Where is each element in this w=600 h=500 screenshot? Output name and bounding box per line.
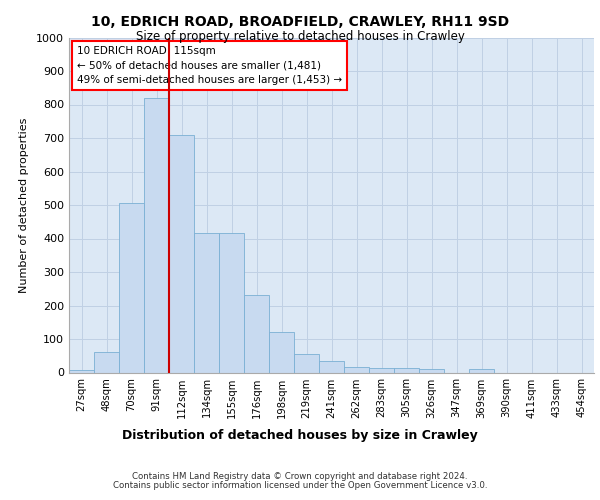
Bar — [394, 368, 419, 372]
Bar — [294, 354, 319, 372]
Text: 10, EDRICH ROAD, BROADFIELD, CRAWLEY, RH11 9SD: 10, EDRICH ROAD, BROADFIELD, CRAWLEY, RH… — [91, 15, 509, 29]
Bar — [69, 370, 94, 372]
Bar — [369, 368, 394, 372]
Bar — [144, 98, 169, 372]
Bar — [319, 361, 344, 372]
Bar — [169, 134, 194, 372]
Text: Contains public sector information licensed under the Open Government Licence v3: Contains public sector information licen… — [113, 481, 487, 490]
Bar — [94, 352, 119, 372]
Bar — [419, 369, 444, 372]
Bar — [269, 332, 294, 372]
Text: Contains HM Land Registry data © Crown copyright and database right 2024.: Contains HM Land Registry data © Crown c… — [132, 472, 468, 481]
Bar — [194, 234, 219, 372]
Bar — [344, 368, 369, 372]
Text: 10 EDRICH ROAD: 115sqm
← 50% of detached houses are smaller (1,481)
49% of semi-: 10 EDRICH ROAD: 115sqm ← 50% of detached… — [77, 46, 342, 84]
Bar — [119, 204, 144, 372]
Bar — [219, 234, 244, 372]
Bar — [244, 296, 269, 372]
Y-axis label: Number of detached properties: Number of detached properties — [19, 118, 29, 292]
Text: Size of property relative to detached houses in Crawley: Size of property relative to detached ho… — [136, 30, 464, 43]
Text: Distribution of detached houses by size in Crawley: Distribution of detached houses by size … — [122, 430, 478, 442]
Bar — [469, 369, 494, 372]
